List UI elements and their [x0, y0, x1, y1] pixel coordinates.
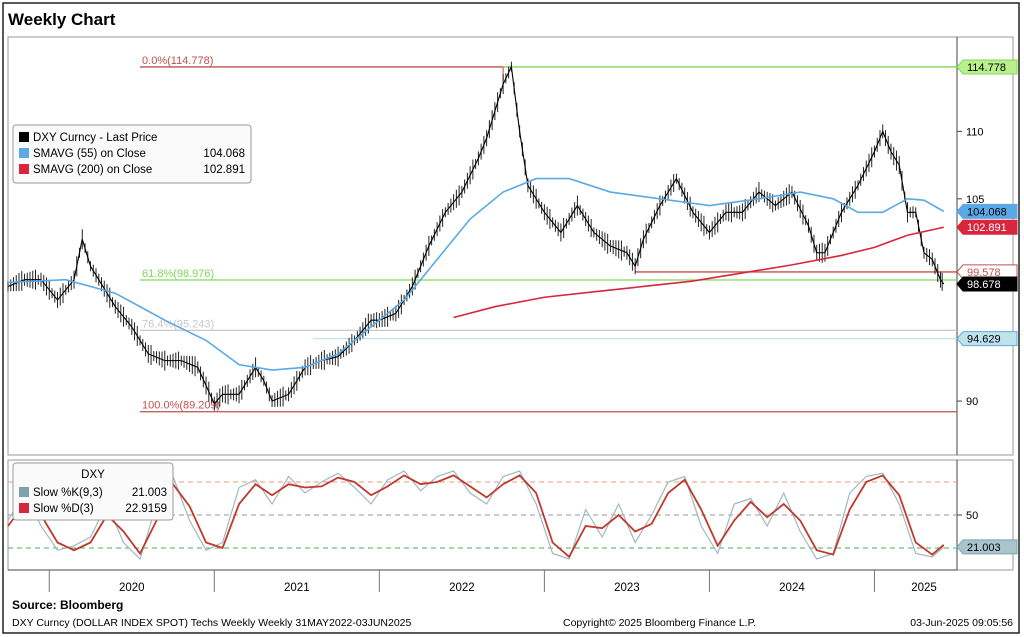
- price-y-tick-label: 105: [966, 194, 984, 206]
- stoch-y-ticks: 50: [957, 510, 978, 522]
- legend-value: 104.068: [203, 148, 245, 160]
- legend-value: 102.891: [203, 164, 245, 176]
- stoch-legend: DXY Slow %K(9,3) 21.003 Slow %D(3) 22.9159: [12, 462, 174, 521]
- value-tag-box: [956, 59, 1018, 75]
- legend-label: DXY Curncy - Last Price: [33, 132, 157, 144]
- legend-swatch: [19, 148, 29, 158]
- stoch-legend-label: Slow %D(3): [33, 503, 94, 515]
- stoch-legend-title: DXY: [81, 469, 105, 481]
- value-tag: 102.891: [956, 219, 1018, 235]
- source-label: Source: Bloomberg: [12, 598, 123, 612]
- x-tick-label: 2022: [449, 582, 475, 594]
- stoch-y-tick-label: 50: [966, 510, 978, 522]
- legend-label: SMAVG (55) on Close: [33, 148, 146, 160]
- value-tag: 21.003: [956, 539, 1018, 555]
- value-tag-text: 102.891: [967, 222, 1007, 234]
- value-tag-box: [956, 539, 1018, 555]
- stoch-legend-label: Slow %K(9,3): [33, 487, 103, 499]
- x-axis: 2020 2021 2022 2023 2024 2025: [8, 569, 957, 594]
- price-y-tick-label: 110: [966, 126, 984, 138]
- x-tick-label: 2025: [911, 582, 937, 594]
- fib-level-label: 61.8%(98.976): [142, 268, 214, 280]
- sma200-line: [453, 226, 944, 319]
- value-tag-box: [956, 219, 1018, 235]
- value-tag-text: 21.003: [967, 542, 1001, 554]
- security-description: DXY Curncy (DOLLAR INDEX SPOT) Techs Wee…: [12, 617, 412, 629]
- sma55-line: [7, 177, 945, 371]
- stoch-value-tags: 21.003: [956, 539, 1018, 555]
- value-tag-box: [956, 331, 1018, 347]
- price-panel: 90 105 110 0.0%(114.778) 61.8%(98.976) 76.4%…: [7, 36, 1018, 456]
- value-tag-box: [956, 203, 1018, 219]
- price-legend: DXY Curncy - Last Price SMAVG (55) on Clo…: [12, 124, 252, 184]
- stochastic-panel: 50 21.003 DXY Slow %K(9,3) 21.003 Slow %D(3…: [7, 459, 1018, 571]
- price-series-group: [7, 61, 945, 411]
- fib-level-label: 0.0%(114.778): [142, 55, 213, 67]
- x-tick-label: 2023: [614, 582, 640, 594]
- legend-swatch: [19, 164, 29, 174]
- copyright-text: Copyright© 2025 Bloomberg Finance L.P.: [563, 617, 756, 629]
- x-tick-label: 2020: [119, 582, 145, 594]
- value-tag-text: 114.778: [967, 62, 1006, 74]
- x-tick-label: 2024: [779, 582, 805, 594]
- stoch-legend-box: [12, 462, 174, 521]
- price-plot-frame: [7, 36, 1014, 456]
- fib-levels: 0.0%(114.778) 61.8%(98.976) 76.4%(95.243) 1…: [140, 55, 957, 413]
- legend-swatch: [19, 132, 29, 142]
- x-tick-label: 2021: [284, 582, 310, 594]
- stoch-legend-value: 22.9159: [125, 503, 167, 515]
- value-tag-text: 94.629: [967, 334, 1001, 346]
- value-tag-text: 104.068: [967, 206, 1007, 218]
- value-tag-text: 99.578: [967, 267, 1001, 279]
- legend-label: SMAVG (200) on Close: [33, 164, 152, 176]
- price-y-tick-label: 90: [966, 396, 978, 408]
- value-tag: 114.778: [956, 59, 1018, 75]
- timestamp-text: 03-Jun-2025 09:05:56: [910, 617, 1013, 629]
- value-tag: 98.678: [956, 276, 1018, 292]
- legend-box: [12, 124, 252, 184]
- value-tag-text: 98.678: [967, 279, 1001, 291]
- stoch-legend-swatch: [19, 503, 29, 513]
- stoch-legend-value: 21.003: [132, 487, 167, 499]
- value-tag-box: [956, 276, 1018, 292]
- price-value-tags: 114.778 94.629 99.578 104.068 102.891 98.678: [956, 59, 1018, 347]
- fib-level-label: 76.4%(95.243): [142, 318, 214, 330]
- chart-title: Weekly Chart: [8, 10, 116, 29]
- fib-level-label: 100.0%(89.209): [142, 400, 220, 412]
- value-tag: 104.068: [956, 203, 1018, 219]
- price-y-ticks: 90 105 110: [957, 126, 984, 408]
- value-tag: 94.629: [956, 331, 1018, 347]
- stoch-legend-swatch: [19, 487, 29, 497]
- price-line: [7, 64, 945, 405]
